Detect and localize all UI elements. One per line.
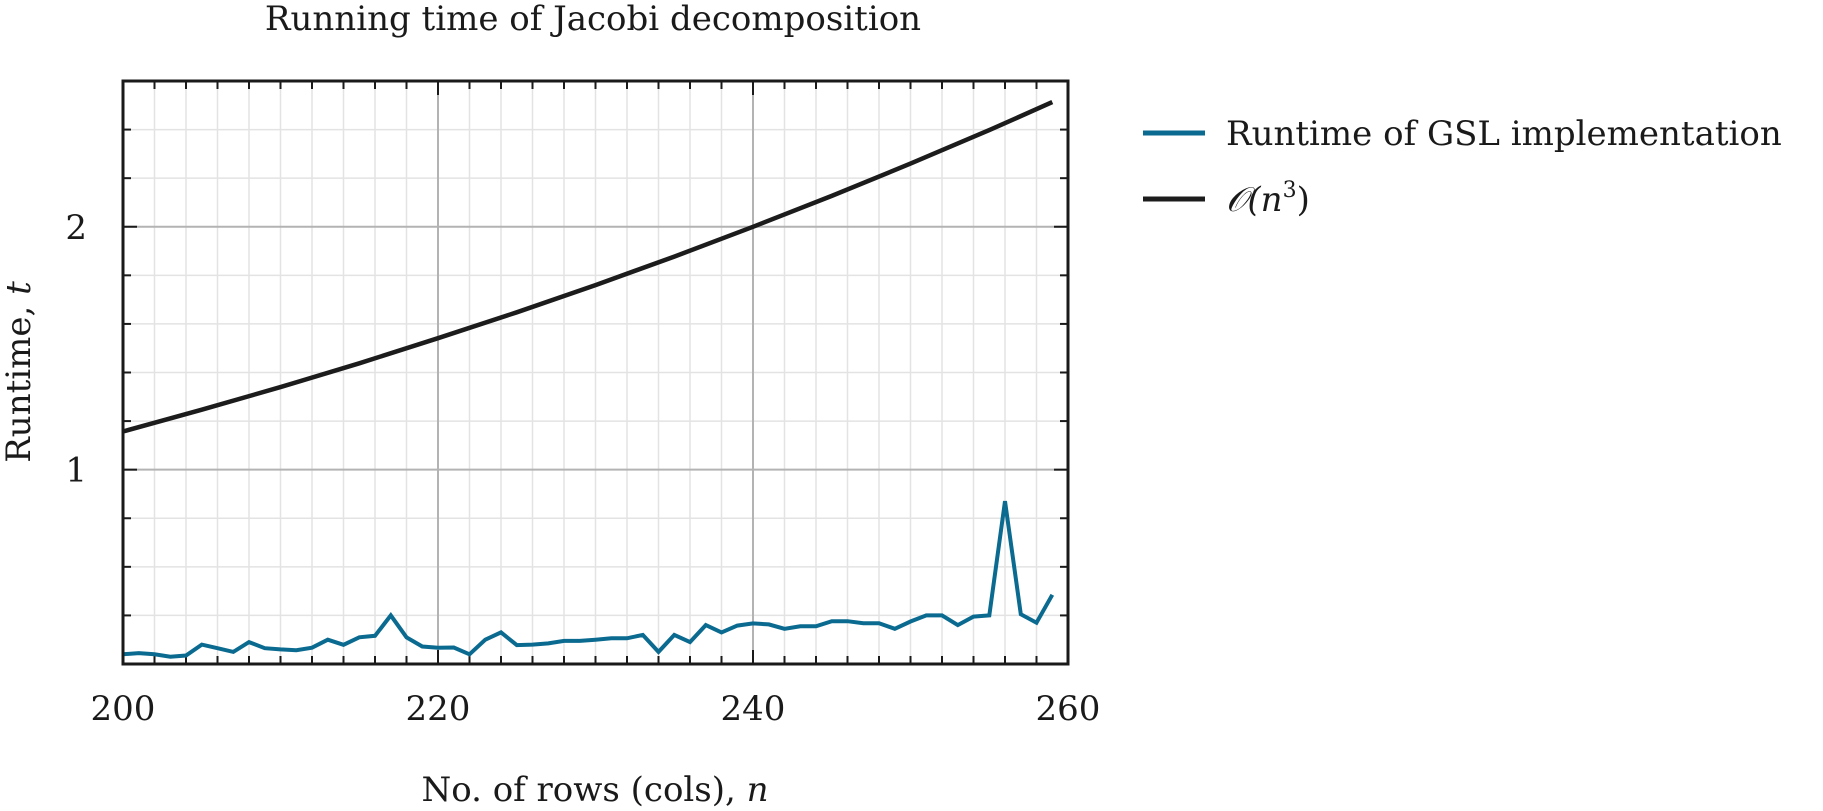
legend: Runtime of GSL implementation 𝒪(n3) [1143,114,1782,220]
plot-frame [121,79,1070,666]
y-axis-label: Runtime, t [0,281,39,463]
minor-grid [123,80,1068,665]
chart-title: Running time of Jacobi decomposition [265,0,921,39]
legend-label-cubic: 𝒪(n3) [1226,178,1310,220]
series-line-gsl [122,500,1055,659]
tick-labels: 200 220 240 260 1 2 [65,208,1100,729]
x-tick-label: 240 [721,689,786,729]
x-tick-label: 260 [1036,689,1101,729]
series-line-cubic [122,100,1054,434]
major-grid [123,81,1068,664]
legend-label-gsl: Runtime of GSL implementation [1226,114,1782,154]
x-tick-label: 220 [406,689,471,729]
x-tick-label: 200 [91,689,156,729]
series-layer [122,100,1055,659]
x-axis-label: No. of rows (cols), n [421,770,768,810]
y-tick-label: 1 [65,451,87,491]
y-tick-label: 2 [65,208,87,248]
